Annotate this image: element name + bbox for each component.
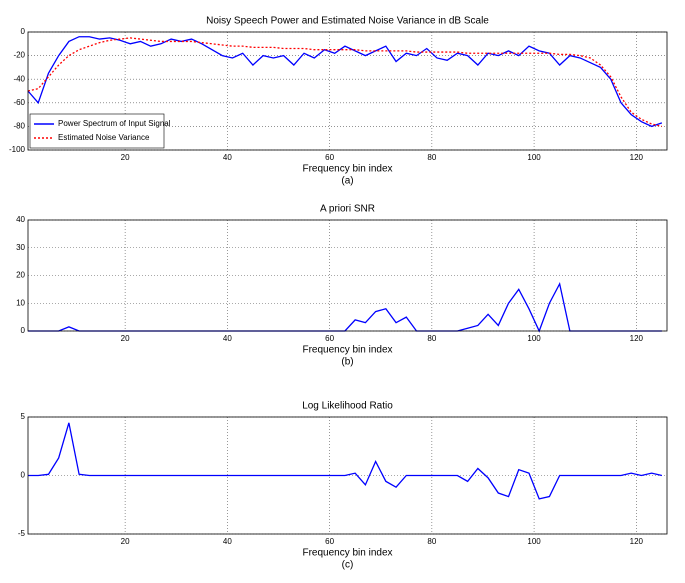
y-tick-label: 0 bbox=[21, 326, 26, 335]
x-tick-label: 60 bbox=[325, 334, 334, 343]
x-tick-label: 40 bbox=[223, 334, 232, 343]
caption: (c) bbox=[342, 560, 354, 571]
x-tick-label: 60 bbox=[325, 153, 334, 162]
y-tick-label: 40 bbox=[16, 215, 25, 224]
legend-box bbox=[29, 113, 165, 149]
y-tick-label: -100 bbox=[9, 145, 26, 154]
x-tick-label: 100 bbox=[527, 537, 541, 546]
y-tick-label: -80 bbox=[13, 122, 25, 131]
series-line bbox=[27, 36, 663, 128]
y-tick-label: 0 bbox=[21, 471, 26, 480]
x-tick-label: 20 bbox=[121, 334, 130, 343]
y-tick-label: 0 bbox=[21, 27, 26, 36]
x-tick-label: 80 bbox=[427, 153, 436, 162]
series-line bbox=[28, 422, 663, 500]
axes-frame bbox=[27, 31, 668, 151]
x-tick-label: 80 bbox=[427, 537, 436, 546]
x-axis-label: Frequency bin index bbox=[302, 345, 392, 356]
caption: (b) bbox=[341, 357, 353, 368]
legend-label: Power Spectrum of Input Signal bbox=[58, 119, 171, 128]
y-tick-label: 20 bbox=[16, 271, 25, 280]
x-tick-label: 60 bbox=[325, 537, 334, 546]
y-tick-label: -5 bbox=[18, 529, 26, 538]
x-tick-label: 120 bbox=[630, 153, 644, 162]
y-tick-label: 10 bbox=[16, 298, 25, 307]
x-tick-label: 20 bbox=[121, 153, 130, 162]
y-tick-label: 5 bbox=[21, 412, 26, 421]
caption: (a) bbox=[341, 176, 353, 187]
x-tick-label: 80 bbox=[427, 334, 436, 343]
axes-frame bbox=[27, 219, 668, 332]
x-tick-label: 40 bbox=[223, 153, 232, 162]
chart-title: A priori SNR bbox=[320, 204, 375, 215]
y-tick-label: 30 bbox=[16, 243, 25, 252]
axes-frame bbox=[27, 416, 668, 535]
x-tick-label: 120 bbox=[630, 537, 644, 546]
plot-area bbox=[28, 220, 667, 331]
chart-title: Noisy Speech Power and Estimated Noise V… bbox=[206, 16, 489, 27]
x-axis-label: Frequency bin index bbox=[302, 164, 392, 175]
x-tick-label: 120 bbox=[630, 334, 644, 343]
x-tick-label: 100 bbox=[527, 153, 541, 162]
x-axis-label: Frequency bin index bbox=[302, 548, 392, 559]
y-tick-label: -40 bbox=[13, 74, 25, 83]
x-tick-label: 40 bbox=[223, 537, 232, 546]
y-tick-label: -60 bbox=[13, 98, 25, 107]
legend-label: Estimated Noise Variance bbox=[58, 133, 150, 142]
y-tick-label: -20 bbox=[13, 51, 25, 60]
chart-title: Log Likelihood Ratio bbox=[302, 401, 393, 412]
x-tick-label: 20 bbox=[121, 537, 130, 546]
x-tick-label: 100 bbox=[527, 334, 541, 343]
